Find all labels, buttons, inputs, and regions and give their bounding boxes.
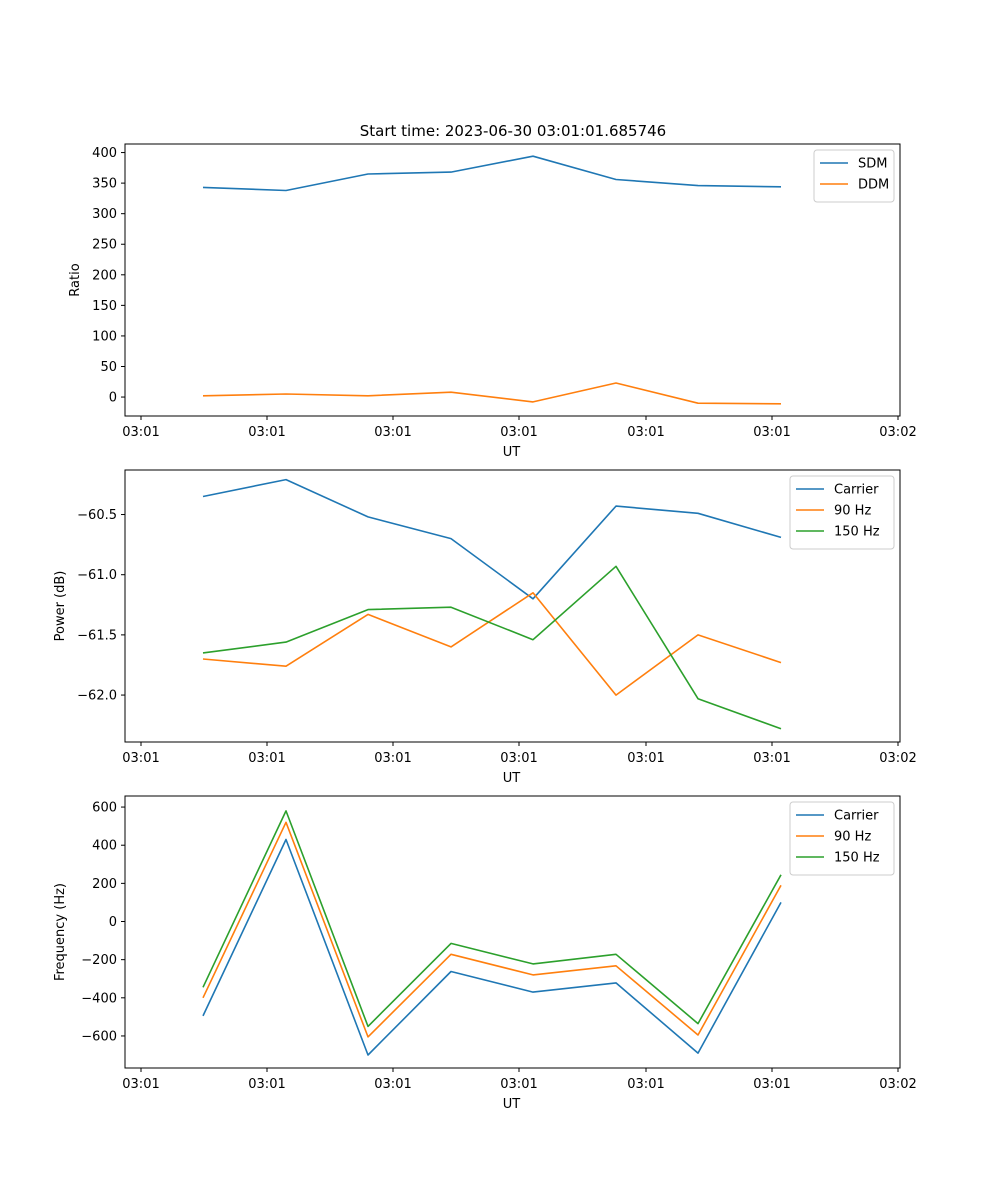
power-x-tick-label: 03:01 [374,751,411,766]
ratio-y-axis-label: Ratio [68,263,83,296]
power-series-90-hz-line [202,591,782,696]
power-x-tick-label: 03:01 [122,751,159,766]
ratio-series-sdm-line [202,155,782,192]
power-y-tick-label: −60.5 [77,508,117,523]
power-x-tick-label: 03:02 [879,751,916,766]
frequency-panel: 03:01 03:01 03:01 03:01 03:01 03:01 03:02 600 40… [53,795,917,1112]
power-panel: 03:01 03:01 03:01 03:01 03:01 03:01 03:02 −60.5… [53,469,917,786]
frequency-x-tick-label: 03:02 [879,1077,916,1092]
ratio-y-tick-label: 300 [92,207,117,222]
ratio-legend-label-ddm: DDM [858,178,889,193]
frequency-y-tick-label: −200 [81,953,117,968]
ratio-axes-frame [124,143,901,417]
ratio-y-tick-label: 0 [109,391,117,406]
frequency-series-150-hz-line [202,810,782,1028]
ratio-y-tick-label: 250 [92,238,117,253]
ratio-x-tick-label: 03:02 [879,425,916,440]
power-x-tick-label: 03:01 [248,751,285,766]
frequency-x-tick-label: 03:01 [627,1077,664,1092]
ratio-y-tick-label: 100 [92,329,117,344]
frequency-y-axis-label: Frequency (Hz) [53,883,68,981]
ratio-panel: 03:01 03:01 03:01 03:01 03:01 03:01 03:02 0 50 10… [68,143,917,460]
power-x-tick-label: 03:01 [627,751,664,766]
power-x-tick-label: 03:01 [500,751,537,766]
power-legend-label-150-hz: 150 Hz [834,525,880,540]
ratio-y-tick-label: 200 [92,268,117,283]
power-axes-frame [124,469,901,743]
frequency-legend-label-carrier: Carrier [834,809,879,824]
frequency-x-tick-label: 03:01 [122,1077,159,1092]
frequency-axes-frame [124,795,901,1069]
figure-title: Start time: 2023-06-30 03:01:01.685746 [360,122,666,140]
power-series-150-hz-line [202,565,782,730]
frequency-x-tick-label: 03:01 [374,1077,411,1092]
ratio-x-tick-label: 03:01 [627,425,664,440]
ratio-x-tick-label: 03:01 [248,425,285,440]
power-legend-label-carrier: Carrier [834,483,879,498]
frequency-x-tick-label: 03:01 [500,1077,537,1092]
frequency-y-tick-label: 0 [109,915,117,930]
power-y-tick-label: −61.0 [77,568,117,583]
frequency-legend-label-150-hz: 150 Hz [834,851,880,866]
frequency-y-tick-label: −400 [81,991,117,1006]
ratio-x-tick-label: 03:01 [500,425,537,440]
frequency-y-tick-label: 200 [92,877,117,892]
ratio-y-tick-label: 50 [100,360,117,375]
ratio-y-tick-label: 350 [92,177,117,192]
frequency-y-tick-label: 600 [92,801,117,816]
power-x-axis-label: UT [503,771,521,786]
power-series-carrier-line [202,478,782,600]
frequency-y-tick-label: −600 [81,1029,117,1044]
frequency-legend-label-90-hz: 90 Hz [834,830,871,845]
ratio-x-tick-label: 03:01 [753,425,790,440]
frequency-series-90-hz-line [202,821,782,1038]
frequency-x-tick-label: 03:01 [753,1077,790,1092]
frequency-x-tick-label: 03:01 [248,1077,285,1092]
power-y-tick-label: −61.5 [77,628,117,643]
power-y-tick-label: −62.0 [77,689,117,704]
ratio-series-ddm-line [202,382,782,405]
ratio-x-axis-label: UT [503,445,521,460]
frequency-x-axis-label: UT [503,1097,521,1112]
frequency-series-carrier-line [202,838,782,1056]
ratio-x-tick-label: 03:01 [374,425,411,440]
frequency-y-tick-label: 400 [92,839,117,854]
ratio-y-tick-label: 400 [92,146,117,161]
ratio-x-tick-label: 03:01 [122,425,159,440]
ratio-legend-label-sdm: SDM [858,157,887,172]
power-x-tick-label: 03:01 [753,751,790,766]
ratio-y-tick-label: 150 [92,299,117,314]
power-y-axis-label: Power (dB) [53,571,68,642]
power-legend-label-90-hz: 90 Hz [834,504,871,519]
